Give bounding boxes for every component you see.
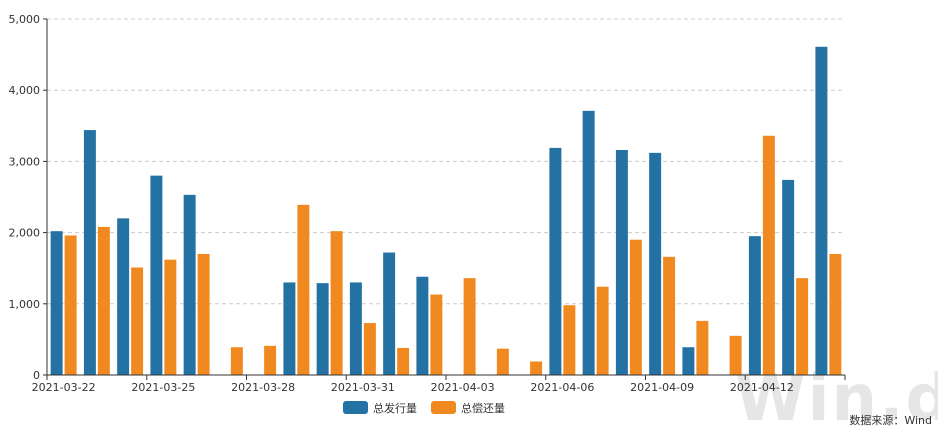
bar-repayment [663, 256, 676, 375]
bar-repayment [97, 226, 110, 375]
bar-issuance [83, 130, 96, 375]
bar-issuance [549, 147, 562, 375]
bar-repayment [330, 231, 343, 375]
bar-repayment [131, 267, 144, 375]
y-tick-label: 4,000 [9, 84, 41, 97]
bars [50, 46, 842, 376]
x-tick-label: 2021-04-03 [431, 381, 495, 394]
bar-issuance [682, 347, 695, 375]
bar-repayment [230, 347, 243, 375]
bar-repayment [729, 335, 742, 375]
bar-issuance [383, 252, 396, 375]
bar-repayment [197, 253, 210, 375]
bar-repayment [297, 204, 310, 375]
bar-repayment [796, 278, 809, 375]
bar-issuance [283, 282, 296, 375]
bar-repayment [264, 345, 277, 375]
bar-repayment [430, 294, 443, 375]
bar-issuance [782, 179, 795, 375]
bar-repayment [463, 278, 476, 375]
bar-repayment [164, 259, 177, 375]
bar-issuance [416, 276, 429, 375]
x-tick-label: 2021-04-06 [530, 381, 594, 394]
x-tick-label: 2021-03-31 [331, 381, 395, 394]
bar-repayment [762, 135, 775, 375]
bar-repayment [829, 253, 842, 375]
x-tick-label: 2021-04-09 [630, 381, 694, 394]
bar-issuance [117, 218, 130, 375]
bar-repayment [397, 347, 410, 375]
bar-issuance [748, 236, 761, 375]
bar-issuance [649, 152, 662, 375]
bar-issuance [316, 283, 329, 375]
y-axis: 0 1,000 2,000 3,000 4,000 5,000 [9, 13, 48, 382]
bar-issuance [50, 231, 63, 375]
bar-repayment [530, 361, 543, 375]
bar-repayment [563, 305, 576, 375]
bar-repayment [596, 286, 609, 375]
y-tick-label: 0 [33, 369, 40, 382]
y-tick-label: 3,000 [9, 155, 41, 168]
bar-repayment [64, 235, 77, 375]
source-note: 数据来源：Wind [849, 414, 932, 427]
legend-swatch [431, 401, 456, 414]
bar-issuance [815, 46, 828, 375]
bar-issuance [582, 110, 595, 376]
bar-repayment [629, 239, 642, 375]
bar-issuance [183, 194, 196, 375]
bar-repayment [696, 320, 709, 375]
legend-label: 总发行量 [373, 401, 417, 415]
legend-swatch [343, 401, 368, 414]
y-tick-label: 5,000 [9, 13, 41, 26]
y-tick-label: 2,000 [9, 227, 41, 240]
bar-issuance [615, 150, 628, 375]
bar-repayment [363, 323, 376, 375]
bar-repayment [496, 348, 509, 375]
grid-lines [47, 18, 845, 305]
bar-issuance [150, 175, 163, 375]
x-tick-label: 2021-03-25 [131, 381, 195, 394]
y-tick-label: 1,000 [9, 298, 41, 311]
legend-label: 总偿还量 [461, 401, 505, 415]
x-tick-label: 2021-04-12 [730, 381, 794, 394]
bar-issuance [349, 282, 362, 375]
x-tick-label: 2021-03-22 [32, 381, 96, 394]
legend: 总发行量 总偿还量 [343, 401, 505, 415]
x-tick-label: 2021-03-28 [231, 381, 295, 394]
x-axis: 2021-03-22 2021-03-25 2021-03-28 2021-03-31… [32, 374, 846, 394]
